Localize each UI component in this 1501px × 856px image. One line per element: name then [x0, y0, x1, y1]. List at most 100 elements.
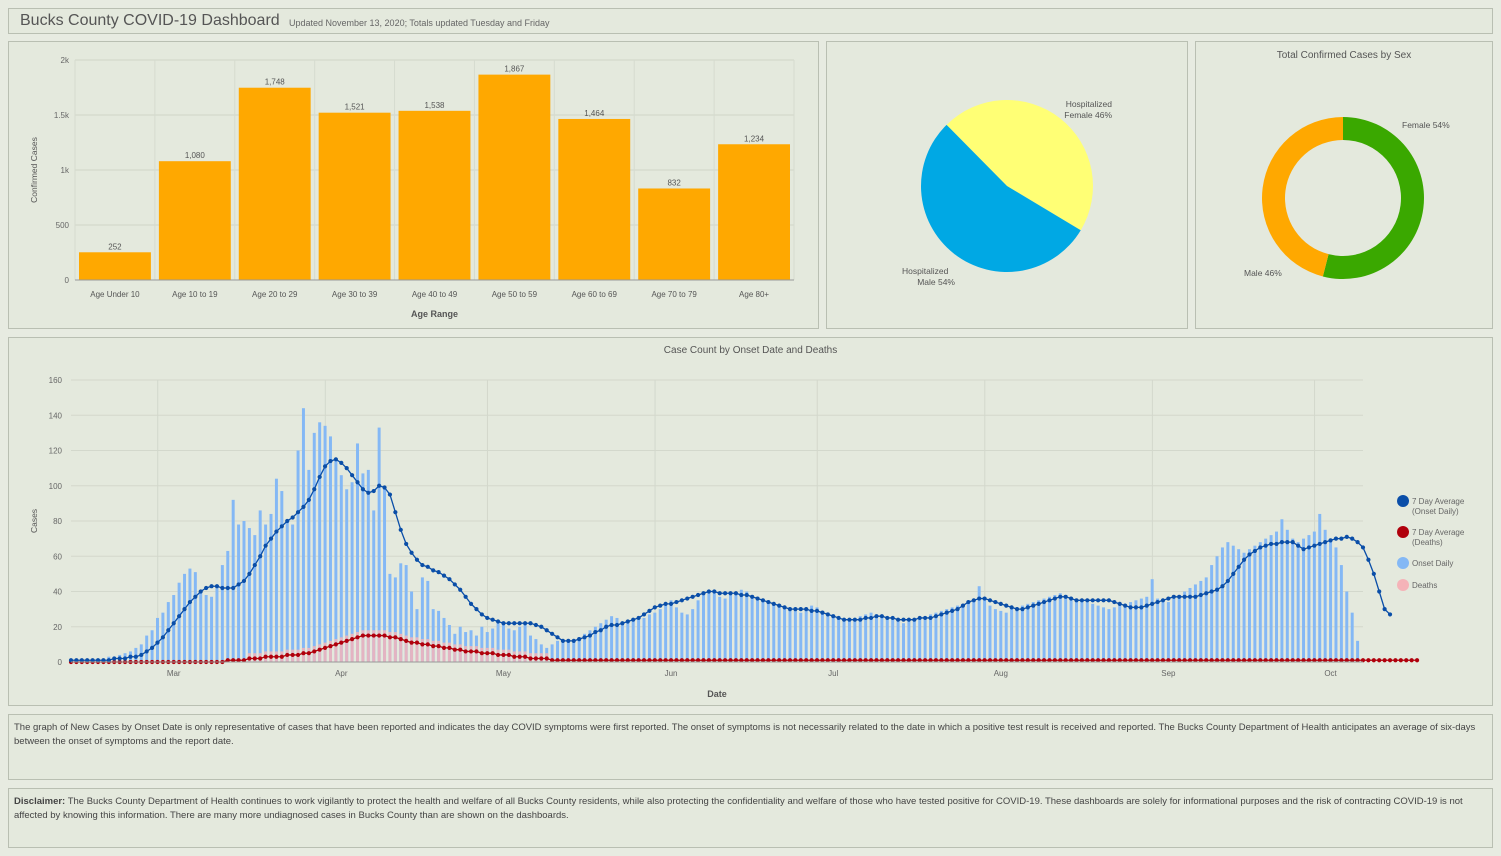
avg-onset-point	[290, 515, 295, 520]
avg-deaths-point	[550, 658, 555, 663]
avg-deaths-point	[663, 658, 668, 663]
onset-daily-bar	[745, 591, 749, 662]
avg-deaths-point	[1344, 658, 1349, 663]
avg-onset-point	[1301, 547, 1306, 552]
avg-onset-point	[728, 591, 733, 596]
onset-daily-bar	[172, 595, 176, 662]
avg-deaths-point	[1133, 658, 1139, 663]
avg-deaths-point	[1047, 658, 1052, 663]
avg-onset-point	[987, 598, 993, 603]
avg-deaths-point	[901, 658, 906, 663]
avg-deaths-point	[923, 658, 928, 663]
onset-daily-bar	[1118, 605, 1122, 662]
avg-onset-point	[798, 607, 803, 612]
avg-deaths-point	[604, 658, 609, 663]
data-label: 1,748	[265, 78, 286, 87]
x-tick-label: Apr	[335, 669, 348, 678]
avg-onset-point	[566, 638, 571, 643]
data-label: 1,867	[504, 65, 525, 74]
onset-daily-bar	[496, 623, 500, 662]
onset-daily-bar	[723, 598, 727, 662]
avg-onset-point	[631, 617, 636, 622]
cases-by-sex-donut-chart[interactable]: Female 54% Male 46%	[1196, 42, 1492, 328]
avg-deaths-point	[441, 645, 447, 650]
y-tick-label: 120	[49, 447, 63, 456]
avg-onset-point	[1274, 541, 1279, 547]
avg-deaths-point	[431, 644, 436, 649]
avg-deaths-point	[528, 656, 533, 661]
onset-daily-bar	[247, 528, 251, 662]
onset-daily-bar	[491, 628, 495, 662]
onset-daily-bar	[1339, 565, 1343, 662]
onset-daily-bar	[199, 591, 203, 662]
avg-onset-point	[928, 615, 933, 621]
avg-onset-point	[393, 510, 398, 515]
avg-onset-point	[1198, 592, 1203, 598]
onset-daily-bar	[1161, 600, 1165, 662]
avg-onset-point	[663, 601, 668, 606]
avg-deaths-point	[295, 652, 301, 658]
avg-deaths-point	[895, 658, 901, 663]
avg-deaths-point	[247, 656, 252, 661]
avg-deaths-point	[371, 633, 376, 638]
onset-daily-bar	[826, 612, 830, 662]
x-tick-label: Age 10 to 19	[172, 290, 218, 299]
avg-deaths-point	[701, 658, 706, 663]
avg-onset-point	[1020, 607, 1025, 612]
age-range-bar-chart[interactable]: 0 500 1k 1.5k 2k 252 Age Under 10 1,080 Age 10 t…	[9, 42, 818, 328]
avg-deaths-point	[1317, 658, 1322, 663]
onset-daily-bar	[437, 610, 441, 662]
x-tick-label: Age 40 to 49	[412, 290, 458, 299]
page-title: Bucks County COVID-19 Dashboard	[20, 12, 280, 29]
onset-daily-bar	[1172, 598, 1176, 662]
avg-deaths-point	[809, 658, 814, 663]
avg-onset-point	[717, 591, 722, 596]
onset-daily-bar	[999, 610, 1003, 662]
avg-onset-point	[766, 599, 771, 605]
onset-daily-bar	[923, 616, 927, 662]
cases-by-sex-panel: Total Confirmed Cases by Sex Female 54% M…	[1195, 41, 1493, 329]
avg-deaths-point	[836, 658, 841, 663]
onset-daily-bar	[1080, 600, 1084, 662]
onset-daily-bar	[680, 612, 684, 662]
deaths-bar	[350, 633, 354, 662]
avg-deaths-point	[674, 658, 679, 663]
bar-3	[238, 87, 311, 280]
onset-daily-bar	[831, 614, 835, 662]
avg-onset-point	[1377, 589, 1382, 594]
onset-daily-bar	[210, 596, 214, 662]
avg-deaths-point	[479, 651, 484, 656]
avg-deaths-point	[804, 658, 809, 663]
onset-daily-bar	[674, 607, 678, 662]
avg-onset-point	[1090, 598, 1095, 603]
slice-label: Female 46%	[1064, 110, 1112, 120]
avg-onset-point	[144, 649, 149, 654]
avg-onset-point	[171, 621, 176, 626]
avg-onset-point	[1171, 594, 1176, 599]
avg-onset-point	[647, 608, 652, 613]
avg-onset-point	[614, 622, 620, 628]
avg-onset-point	[917, 615, 922, 621]
avg-onset-point	[658, 603, 663, 608]
avg-onset-point	[550, 631, 555, 636]
legend-swatch	[1397, 557, 1409, 569]
avg-onset-point	[863, 615, 868, 621]
donut-slice-female	[1322, 117, 1424, 279]
avg-deaths-point	[755, 658, 760, 663]
avg-onset-point	[733, 591, 739, 596]
avg-onset-point	[398, 527, 403, 532]
onset-daily-bar	[604, 619, 608, 662]
avg-deaths-point	[236, 658, 241, 663]
onset-date-and-deaths-chart[interactable]: 0 20 40 60 80 100 120 140 160 Mar Apr May Jun Jul Aug S…	[9, 338, 1492, 705]
onset-daily-bar	[972, 600, 976, 662]
avg-onset-point	[1182, 594, 1187, 599]
avg-onset-point	[1360, 545, 1366, 550]
onset-daily-bar	[1264, 538, 1268, 662]
deaths-bar	[388, 632, 392, 662]
avg-onset-point	[312, 487, 317, 492]
x-tick-label: Jul	[828, 669, 838, 678]
onset-daily-bar	[345, 489, 349, 662]
avg-onset-point	[1096, 598, 1101, 603]
avg-onset-point	[587, 633, 593, 638]
